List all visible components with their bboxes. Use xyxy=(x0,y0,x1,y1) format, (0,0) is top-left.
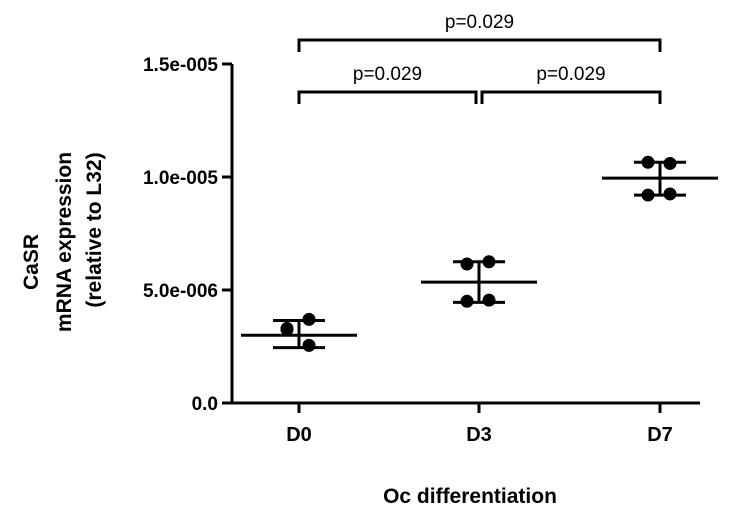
y-axis-title-line-2: mRNA expression xyxy=(53,152,76,332)
data-point xyxy=(302,338,316,352)
data-point xyxy=(482,255,496,269)
x-axis: D0 D3 D7 xyxy=(230,401,700,446)
data-point xyxy=(663,187,677,201)
p-value-label: p=0.029 xyxy=(353,64,422,85)
y-tick-label: 5.0e-006 xyxy=(143,281,218,302)
x-tick-label: D3 xyxy=(466,424,492,446)
y-axis-title-line-3: (relative to L32) xyxy=(83,152,106,307)
data-point xyxy=(641,188,655,202)
data-point xyxy=(482,293,496,307)
y-tick-label: 1.5e-005 xyxy=(143,55,218,76)
y-axis-title-line-1: CaSR xyxy=(20,234,43,290)
y-tick-label: 1.0e-005 xyxy=(143,168,218,189)
data-point xyxy=(663,156,677,170)
data-point xyxy=(460,294,474,308)
data-point xyxy=(280,321,294,335)
data-point xyxy=(641,155,655,169)
x-axis-title: Oc differentiation xyxy=(383,485,557,508)
bracket xyxy=(480,90,662,104)
bracket xyxy=(297,90,478,104)
p-value-label: p=0.029 xyxy=(536,64,605,85)
data-marks xyxy=(241,155,718,352)
x-tick-label: D0 xyxy=(286,424,312,446)
p-value-label: p=0.029 xyxy=(445,12,514,33)
bracket xyxy=(297,38,662,52)
data-point xyxy=(460,257,474,271)
y-tick-label: 0.0 xyxy=(192,394,218,415)
significance-brackets: p=0.029 p=0.029 p=0.029 xyxy=(297,12,662,104)
data-point xyxy=(302,312,316,326)
y-axis: 0.0 5.0e-006 1.0e-005 1.5e-005 xyxy=(143,55,234,415)
x-tick-label: D7 xyxy=(647,424,673,446)
